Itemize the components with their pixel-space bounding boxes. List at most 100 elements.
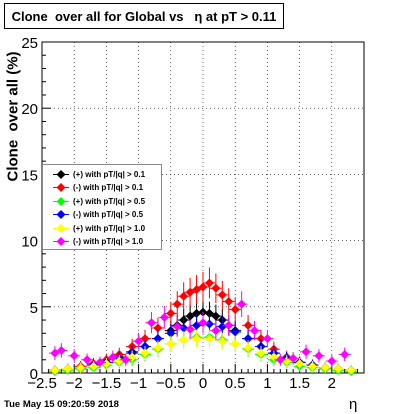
legend-entry: (+) with pT/|q| > 1.0 <box>43 222 163 235</box>
chart-title: Clone over all for Global vs η at pT > 0… <box>11 9 277 24</box>
data-point <box>211 326 221 336</box>
y-tick-label: 5 <box>30 300 38 317</box>
data-point <box>108 352 118 362</box>
x-tick-label: −1 <box>130 375 147 392</box>
x-tick-label: −2.5 <box>27 375 57 392</box>
data-point <box>256 334 266 344</box>
data-point <box>89 361 99 371</box>
legend-label: (-) with pT/|q| > 1.0 <box>73 237 144 246</box>
data-point <box>224 297 234 307</box>
legend-marker <box>53 183 69 192</box>
data-point <box>179 291 189 301</box>
legend-label: (+) with pT/|q| > 1.0 <box>73 224 146 233</box>
data-point <box>69 351 79 361</box>
legend-label: (-) with pT/|q| > 0.1 <box>73 183 144 192</box>
x-tick-label: 0.5 <box>225 375 246 392</box>
legend-diamond <box>56 210 66 219</box>
data-point <box>172 299 182 309</box>
legend-label: (+) with pT/|q| > 0.5 <box>73 197 146 206</box>
y-axis-label: Clone over all (%) <box>4 51 22 182</box>
data-point <box>204 319 214 329</box>
data-point <box>256 348 266 358</box>
data-point <box>217 290 227 300</box>
legend-entry: (+) with pT/|q| > 0.1 <box>43 168 163 181</box>
legend-marker <box>53 170 69 179</box>
legend-entry: (-) with pT/|q| > 0.5 <box>43 208 163 221</box>
data-point <box>198 318 208 328</box>
legend-diamond <box>56 224 66 233</box>
data-point <box>224 320 234 330</box>
x-tick-label: 1 <box>263 375 271 392</box>
legend-label: (-) with pT/|q| > 0.5 <box>73 210 144 219</box>
data-point <box>153 334 163 344</box>
data-point <box>230 304 240 314</box>
data-point <box>166 308 176 318</box>
data-point <box>295 359 305 369</box>
legend: (+) with pT/|q| > 0.1 (-) with pT/|q| > … <box>42 164 162 250</box>
data-point <box>320 363 330 373</box>
data-point <box>179 335 189 345</box>
data-point <box>76 363 86 373</box>
data-point <box>243 343 253 353</box>
data-point <box>95 357 105 367</box>
x-tick-label: −0.5 <box>156 375 186 392</box>
data-point <box>217 322 227 332</box>
data-point <box>301 347 311 357</box>
data-point <box>50 365 60 375</box>
data-point <box>159 312 169 322</box>
x-axis-label: η <box>349 396 358 413</box>
data-point <box>56 345 66 355</box>
data-point <box>121 355 131 365</box>
data-point <box>346 365 356 375</box>
data-point <box>63 364 73 374</box>
data-point <box>211 283 221 293</box>
data-point <box>327 356 337 366</box>
legend-marker <box>53 237 69 246</box>
data-point <box>153 343 163 353</box>
data-point <box>340 349 350 359</box>
legend-marker <box>53 210 69 219</box>
data-point <box>101 359 111 369</box>
data-point <box>314 351 324 361</box>
y-tick-label: 0 <box>30 366 38 383</box>
x-tick-label: −1.5 <box>92 375 122 392</box>
data-point <box>134 336 144 346</box>
data-point <box>204 334 214 344</box>
legend-diamond <box>56 237 66 246</box>
data-point <box>114 356 124 366</box>
x-tick-label: 1.5 <box>289 375 310 392</box>
data-point <box>166 339 176 349</box>
data-point <box>243 320 253 330</box>
data-point <box>237 299 247 309</box>
timestamp-footer: Tue May 15 09:20:59 2018 <box>4 399 119 410</box>
x-tick-label: 0 <box>199 375 207 392</box>
data-point <box>82 355 92 365</box>
data-point <box>230 327 240 337</box>
data-point <box>262 334 272 344</box>
data-point <box>192 334 202 344</box>
data-point <box>146 318 156 328</box>
data-point <box>275 355 285 365</box>
data-point <box>185 324 195 334</box>
data-point <box>192 308 202 318</box>
x-tick-label: −2 <box>66 375 83 392</box>
data-point <box>211 311 221 321</box>
data-point <box>250 326 260 336</box>
legend-label: (+) with pT/|q| > 0.1 <box>73 170 146 179</box>
x-tick-label: 2 <box>328 375 336 392</box>
y-tick-label: 25 <box>21 35 38 52</box>
data-point <box>243 334 253 344</box>
legend-entry: (-) with pT/|q| > 0.1 <box>43 181 163 194</box>
data-point <box>179 323 189 333</box>
legend-entry: (+) with pT/|q| > 0.5 <box>43 195 163 208</box>
data-point <box>140 348 150 358</box>
legend-marker <box>53 224 69 233</box>
y-tick-label: 20 <box>21 101 38 118</box>
legend-diamond <box>56 183 66 192</box>
data-point <box>307 361 317 371</box>
y-tick-label: 10 <box>21 234 38 251</box>
data-point <box>172 322 182 332</box>
data-point <box>217 336 227 346</box>
legend-diamond <box>56 170 66 179</box>
